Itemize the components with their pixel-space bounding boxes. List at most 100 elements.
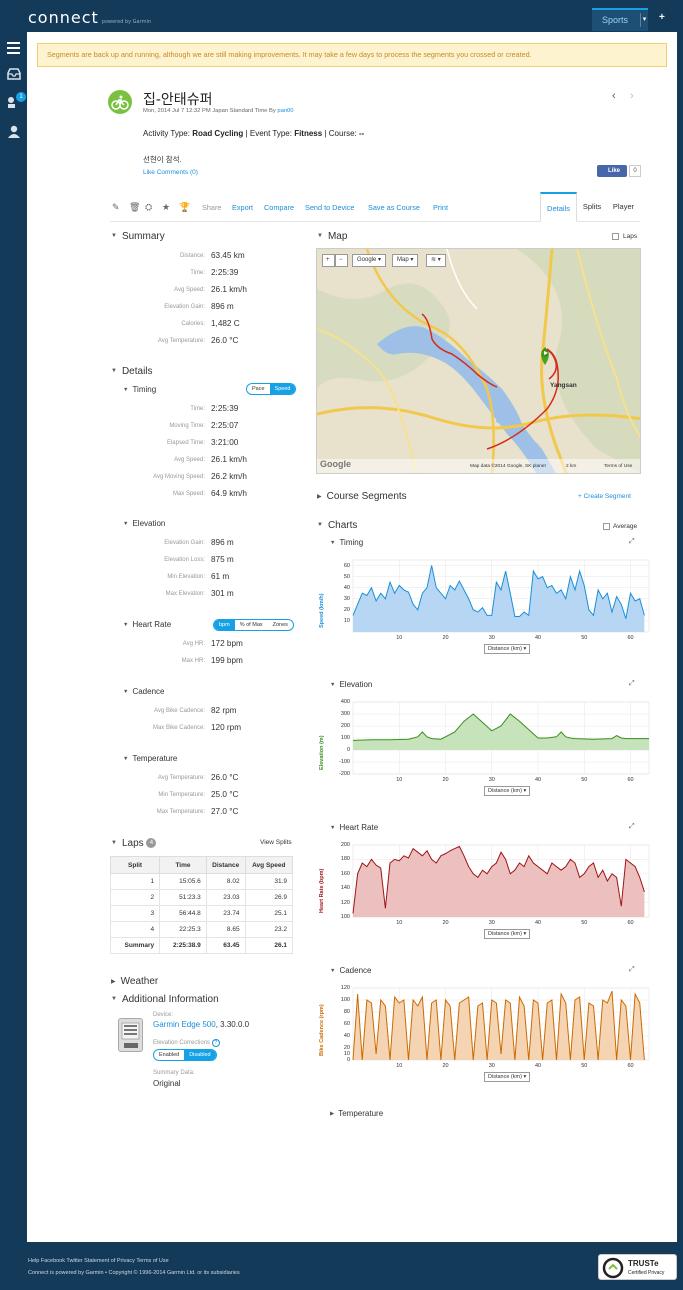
course-value[interactable]: --: [358, 129, 365, 138]
pace-option[interactable]: Pace: [252, 386, 265, 392]
route-map[interactable]: + − Google ▾ Map ▾ ≋ ▾ Yangsan Google Ma…: [316, 248, 641, 474]
lap-cell: 25.1: [244, 905, 294, 922]
save-as-course-link[interactable]: Save as Course: [368, 203, 420, 212]
laps-heading[interactable]: ▼ Laps 4: [111, 838, 157, 849]
temperature-heading[interactable]: ▼ Temperature: [123, 754, 177, 763]
event-type-value[interactable]: Fitness: [294, 129, 323, 138]
course-segments-heading[interactable]: ▶ Course Segments: [317, 491, 407, 502]
tab-splits[interactable]: Splits: [582, 202, 602, 211]
share-label[interactable]: Share: [202, 203, 222, 212]
gear-list-icon[interactable]: ⛭: [145, 202, 153, 212]
lap-row[interactable]: 3 56:44.8 23.74 25.1: [109, 905, 294, 922]
connections-icon[interactable]: [6, 95, 22, 109]
percent-max-option[interactable]: % of Max: [239, 622, 263, 628]
x-axis-select[interactable]: Distance (km) ▾: [484, 1072, 531, 1082]
profile-icon[interactable]: [6, 125, 22, 139]
laps-column-header[interactable]: Distance: [205, 856, 246, 874]
zones-option[interactable]: Zones: [272, 622, 288, 628]
elevation-chart[interactable]: ▼ Elevation ⤢ -200 -100 0 100 200 300 400 10 20 30 40…: [317, 680, 652, 820]
enabled-option[interactable]: Enabled: [159, 1052, 180, 1058]
cadence-heading[interactable]: ▼ Cadence: [123, 687, 164, 696]
zoom-out-button[interactable]: −: [335, 254, 348, 267]
map-heading[interactable]: ▼ Map: [317, 231, 347, 242]
x-axis-select[interactable]: Distance (km) ▾: [484, 929, 531, 939]
pace-speed-toggle[interactable]: Pace Speed: [246, 383, 297, 395]
charts-heading[interactable]: ▼ Charts: [317, 520, 357, 531]
activity-title[interactable]: 집-안태슈퍼: [143, 92, 213, 108]
x-tick-label: 30: [488, 635, 495, 641]
details-heading[interactable]: ▼ Details: [111, 366, 153, 377]
export-link[interactable]: Export: [232, 203, 254, 212]
laps-column-header[interactable]: Avg Speed: [244, 856, 294, 874]
laps-column-header[interactable]: Split: [109, 856, 161, 874]
chart-title-label: Elevation: [339, 680, 373, 689]
elevation-heading[interactable]: ▼ Elevation: [123, 519, 165, 528]
inbox-icon[interactable]: [6, 67, 22, 81]
menu-icon[interactable]: [6, 41, 22, 55]
bpm-option[interactable]: bpm: [214, 620, 235, 630]
disabled-option[interactable]: Disabled: [184, 1050, 216, 1060]
footer-links[interactable]: Help Facebook Twitter Statement of Priva…: [28, 1258, 169, 1264]
weather-heading[interactable]: ▶ Weather: [111, 976, 158, 987]
tab-details[interactable]: Details: [540, 192, 577, 222]
sports-dropdown-icon[interactable]: ▾: [640, 13, 648, 27]
laps-column-header[interactable]: Time: [159, 856, 207, 874]
x-axis-select[interactable]: Distance (km) ▾: [484, 644, 531, 654]
next-activity-icon[interactable]: ›: [630, 90, 634, 102]
lap-row[interactable]: 4 22:25.3 8.65 23.2: [109, 921, 294, 938]
map-terms-link[interactable]: Terms of Use: [604, 464, 633, 469]
chart-title[interactable]: ▼ Timing: [330, 538, 363, 547]
view-splits-link[interactable]: View Splits: [260, 839, 292, 846]
trash-icon[interactable]: 🗑: [129, 202, 141, 212]
print-link[interactable]: Print: [433, 203, 449, 212]
connect-logo[interactable]: connect powered by Garmin: [28, 8, 151, 27]
expand-chart-icon[interactable]: ⤢: [629, 966, 635, 973]
laps-checkbox[interactable]: [612, 233, 619, 240]
lap-row[interactable]: 1 15:05.6 8.02 31.9: [109, 873, 294, 890]
heart-rate-chart[interactable]: ▼ Heart Rate ⤢ 100 120 140 160 180 200 10 20 30 40 50…: [317, 823, 652, 963]
add-icon[interactable]: +: [659, 12, 665, 23]
average-checkbox[interactable]: [603, 523, 610, 530]
summary-heading[interactable]: ▼ Summary: [111, 231, 165, 242]
send-to-device-link[interactable]: Send to Device: [305, 203, 355, 212]
map-layers-select[interactable]: ≋ ▾: [426, 254, 446, 267]
prev-activity-icon[interactable]: ‹: [612, 90, 616, 102]
chart-title[interactable]: ▼ Cadence: [330, 966, 371, 975]
timing-chart[interactable]: ▼ Timing ⤢ 10 20 30 40 50 60 10 20 30 40 50 60 Speed (k…: [317, 538, 652, 678]
expand-chart-icon[interactable]: ⤢: [629, 680, 635, 687]
facebook-like-button[interactable]: Like: [597, 165, 627, 177]
compare-link[interactable]: Compare: [264, 203, 295, 212]
expand-chart-icon[interactable]: ⤢: [629, 823, 635, 830]
cadence-chart[interactable]: ▼ Cadence ⤢ 0 10 20 40 60 80 100 120 10 20 30 40 50 60 Bi…: [317, 966, 652, 1106]
device-link[interactable]: Garmin Edge 500: [153, 1020, 216, 1029]
x-axis-select[interactable]: Distance (km) ▾: [484, 786, 531, 796]
like-comments-link[interactable]: Like Comments (0): [143, 169, 198, 176]
user-link[interactable]: pan00: [277, 108, 294, 114]
heart-rate-unit-toggle[interactable]: bpm % of Max Zones: [213, 619, 294, 631]
lap-cell: 23.03: [205, 889, 246, 906]
trophy-icon[interactable]: 🏆: [179, 202, 191, 212]
chart-title[interactable]: ▼ Heart Rate: [330, 823, 378, 832]
activity-note[interactable]: 선현이 참석.: [143, 155, 182, 164]
expand-chart-icon[interactable]: ⤢: [629, 538, 635, 545]
map-provider-select[interactable]: Google ▾: [352, 254, 387, 267]
map-type-select[interactable]: Map ▾: [392, 254, 419, 267]
edit-icon[interactable]: ✎: [112, 202, 120, 212]
zoom-in-button[interactable]: +: [322, 254, 335, 267]
activity-subtitle: Mon, 2014 Jul 7 12:32 PM Japan Standard …: [143, 108, 294, 114]
create-segment-link[interactable]: + Create Segment: [578, 493, 631, 500]
truste-badge[interactable]: TRUSTe Certified Privacy: [598, 1254, 677, 1280]
additional-info-heading[interactable]: ▼ Additional Information: [111, 994, 219, 1005]
timing-heading[interactable]: ▼ Timing: [123, 385, 156, 394]
activity-type-value[interactable]: Road Cycling: [192, 129, 244, 138]
star-icon[interactable]: ★: [162, 202, 171, 212]
tab-player[interactable]: Player: [612, 202, 635, 211]
lap-row[interactable]: 2 51:23.3 23.03 26.9: [109, 889, 294, 906]
elevation-corrections-toggle[interactable]: Enabled Disabled: [153, 1049, 217, 1061]
chart-title[interactable]: ▼ Elevation: [330, 680, 372, 689]
speed-option[interactable]: Speed: [269, 384, 296, 394]
help-icon[interactable]: ?: [211, 1039, 220, 1047]
sports-menu[interactable]: Sports ▾: [592, 8, 648, 31]
temperature-chart-heading[interactable]: ▶ Temperature: [330, 1109, 383, 1118]
heart-rate-heading[interactable]: ▼ Heart Rate: [123, 620, 171, 629]
